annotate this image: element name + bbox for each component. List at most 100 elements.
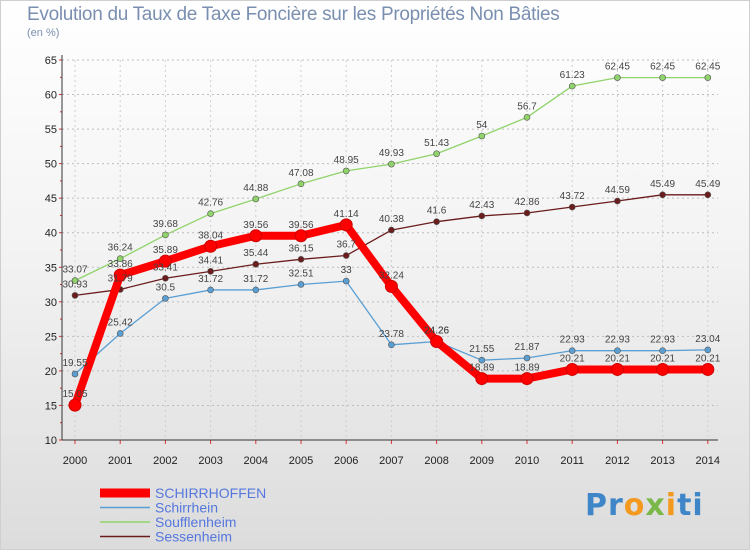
data-label: 44.88 — [243, 183, 268, 194]
data-label: 41.6 — [427, 206, 447, 217]
data-label: 35.89 — [153, 245, 178, 256]
data-point — [252, 260, 260, 268]
data-label: 31.79 — [108, 273, 133, 284]
data-point — [704, 191, 712, 199]
data-label: 23.78 — [379, 329, 404, 340]
x-tick-label: 2011 — [560, 455, 584, 467]
data-point — [342, 252, 350, 259]
data-point — [162, 295, 169, 302]
data-label: 61.23 — [560, 70, 585, 81]
y-tick-label: 35 — [45, 262, 57, 274]
x-tick-label: 2010 — [515, 455, 539, 467]
data-label: 31.72 — [198, 274, 223, 285]
data-point — [207, 268, 214, 275]
data-label: 41.14 — [334, 209, 359, 220]
data-label: 34.41 — [198, 255, 223, 266]
y-tick-label: 40 — [45, 228, 57, 240]
data-point — [701, 362, 715, 376]
data-label: 45.49 — [650, 179, 675, 190]
chart-title: Evolution du Taux de Taxe Foncière sur l… — [27, 4, 560, 25]
data-point — [113, 268, 127, 282]
data-point — [252, 195, 260, 203]
axes: 10 15 20 25 30 35 40 45 50 55 60 65 2000 2001 2002 2003… — [45, 55, 720, 467]
data-point — [614, 74, 621, 81]
data-label: 24.26 — [424, 325, 449, 336]
data-label: 19.55 — [62, 358, 87, 369]
data-point — [162, 231, 169, 239]
data-label: 36.24 — [108, 243, 133, 254]
x-tick-label: 2004 — [244, 455, 268, 467]
y-tick-label: 30 — [45, 297, 57, 309]
data-point — [388, 341, 395, 349]
data-label: 20.21 — [650, 353, 675, 364]
data-label: 25.42 — [108, 317, 133, 328]
data-point — [478, 132, 486, 140]
data-point — [158, 254, 172, 268]
chart-unit: (en %) — [27, 27, 60, 39]
data-label: 30.5 — [156, 282, 176, 293]
data-label: 62.45 — [695, 62, 720, 73]
data-label: 56.7 — [517, 101, 537, 112]
data-label: 18.89 — [469, 363, 494, 374]
data-point — [659, 347, 666, 354]
data-label: 43.72 — [560, 191, 585, 202]
data-label: 21.55 — [469, 344, 494, 355]
data-label: 22.93 — [605, 335, 630, 346]
data-point — [339, 218, 353, 232]
data-label: 45.49 — [695, 179, 720, 190]
data-label: 32.24 — [379, 270, 404, 281]
y-tick-label: 25 — [45, 331, 57, 343]
data-point — [162, 274, 169, 282]
y-tick-label: 45 — [45, 193, 57, 205]
data-label: 42.76 — [198, 198, 223, 209]
data-point — [614, 197, 621, 205]
data-point — [523, 354, 531, 362]
data-label: 36.15 — [288, 243, 313, 254]
y-tick-label: 60 — [45, 90, 57, 102]
data-point — [384, 279, 398, 293]
data-label: 30.93 — [62, 279, 87, 290]
data-label: 33.41 — [153, 262, 178, 273]
data-label: 62.45 — [605, 62, 630, 73]
data-point — [71, 370, 79, 378]
series-lines — [68, 74, 715, 412]
y-tick-label: 50 — [45, 159, 57, 171]
data-point — [116, 330, 124, 337]
data-point — [388, 226, 395, 234]
data-point — [568, 203, 576, 211]
data-point — [656, 362, 670, 376]
data-point — [523, 114, 531, 121]
data-point — [659, 74, 666, 81]
data-point — [704, 346, 712, 354]
data-label: 39.68 — [153, 219, 178, 230]
data-point — [207, 286, 214, 294]
x-tick-label: 2012 — [605, 455, 629, 467]
data-point — [433, 150, 440, 158]
x-tick-label: 2003 — [198, 455, 222, 467]
data-point — [610, 362, 624, 376]
legend-label: SCHIRRHOFFEN — [155, 485, 266, 501]
data-label: 24.26 — [424, 325, 449, 336]
data-label: 15.05 — [62, 389, 87, 400]
data-label: 33.07 — [62, 265, 87, 276]
proxiti-logo: Proxiti — [585, 488, 704, 523]
data-point — [388, 160, 395, 168]
data-label: 31.72 — [243, 274, 268, 285]
legend-label: Schirrhein — [155, 500, 218, 516]
data-label: 39.56 — [288, 220, 313, 231]
data-point — [116, 255, 124, 263]
data-point — [659, 191, 666, 199]
x-tick-label: 2009 — [470, 455, 494, 467]
data-label: 18.89 — [514, 363, 539, 374]
data-label: 23.04 — [695, 334, 720, 345]
data-label: 22.93 — [650, 335, 675, 346]
data-point — [614, 347, 621, 354]
legend-label: Soufflenheim — [155, 514, 236, 530]
data-label: 20.21 — [560, 353, 585, 364]
data-label: 36.7 — [336, 240, 356, 251]
data-label: 35.44 — [243, 248, 268, 259]
data-label: 21.87 — [514, 342, 539, 353]
data-point — [478, 212, 486, 220]
data-label: 39.56 — [243, 220, 268, 231]
